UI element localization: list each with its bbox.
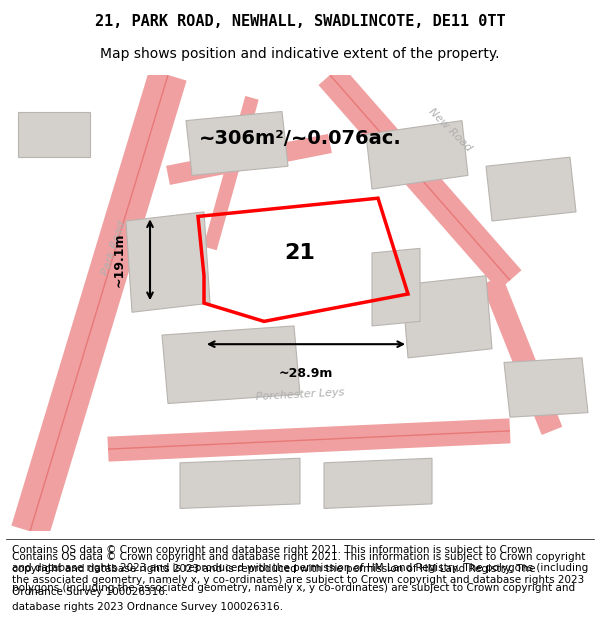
Text: database rights 2023 Ordnance Survey 100026316.: database rights 2023 Ordnance Survey 100… xyxy=(12,601,283,611)
Text: New Road: New Road xyxy=(427,106,473,153)
Polygon shape xyxy=(162,326,300,404)
Polygon shape xyxy=(18,111,90,157)
Polygon shape xyxy=(504,358,588,418)
Polygon shape xyxy=(372,248,420,326)
Polygon shape xyxy=(180,458,300,509)
Text: Map shows position and indicative extent of the property.: Map shows position and indicative extent… xyxy=(100,47,500,61)
Polygon shape xyxy=(366,121,468,189)
Text: Contains OS data © Crown copyright and database right 2021. This information is : Contains OS data © Crown copyright and d… xyxy=(12,552,588,597)
Polygon shape xyxy=(126,212,210,312)
Text: ~28.9m: ~28.9m xyxy=(279,367,333,380)
Polygon shape xyxy=(402,276,492,358)
Text: 21, PARK ROAD, NEWHALL, SWADLINCOTE, DE11 0TT: 21, PARK ROAD, NEWHALL, SWADLINCOTE, DE1… xyxy=(95,14,505,29)
Text: 21: 21 xyxy=(284,243,316,263)
Text: polygons (including the associated geometry, namely x, y co-ordinates) are subje: polygons (including the associated geome… xyxy=(12,582,575,592)
Polygon shape xyxy=(186,111,288,176)
Text: ~19.1m: ~19.1m xyxy=(113,232,126,287)
Polygon shape xyxy=(486,157,576,221)
Text: Contains OS data © Crown copyright and database right 2021. This information is : Contains OS data © Crown copyright and d… xyxy=(12,545,533,555)
Polygon shape xyxy=(324,458,432,509)
Text: Park Road: Park Road xyxy=(100,220,128,277)
Text: Porchester Leys: Porchester Leys xyxy=(256,387,344,402)
Text: ~306m²/~0.076ac.: ~306m²/~0.076ac. xyxy=(199,129,401,148)
Text: copyright and database rights 2023 and is reproduced with the permission of HM L: copyright and database rights 2023 and i… xyxy=(12,564,536,574)
